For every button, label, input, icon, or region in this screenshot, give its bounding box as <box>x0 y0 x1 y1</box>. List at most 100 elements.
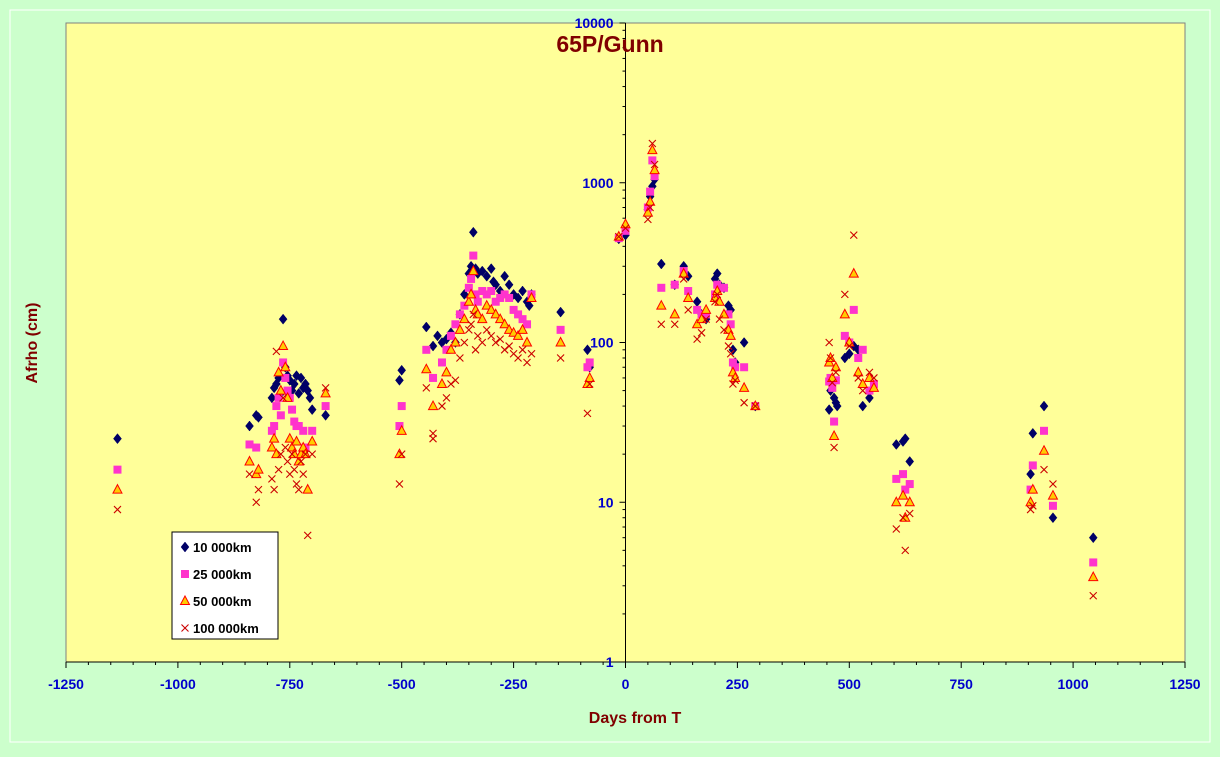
data-point-series-3 <box>494 313 506 324</box>
data-point-series-2 <box>272 402 281 411</box>
data-point-series-4 <box>845 342 854 350</box>
legend-label: 100 000km <box>193 621 259 636</box>
data-point-series-3 <box>490 308 502 319</box>
data-point-series-4 <box>854 374 863 382</box>
data-point-series-1 <box>583 344 592 356</box>
data-point-series-1 <box>832 400 842 412</box>
data-point-series-2 <box>830 417 839 426</box>
data-point-series-4 <box>422 383 431 392</box>
x-tick-label: 500 <box>838 676 862 692</box>
data-point-series-3 <box>420 363 432 374</box>
data-point-series-2 <box>583 363 592 372</box>
data-point-series-2 <box>702 310 711 319</box>
x-marker-stroke <box>621 224 630 233</box>
data-point-series-4 <box>478 338 487 347</box>
data-point-series-4 <box>464 325 473 334</box>
data-point-series-2 <box>113 465 122 474</box>
x-marker-stroke <box>1040 465 1048 474</box>
data-point-series-2 <box>283 386 292 395</box>
data-point-series-1 <box>477 265 487 277</box>
data-point-series-2 <box>892 474 901 483</box>
x-marker-stroke <box>478 338 487 347</box>
x-tick-label: 1250 <box>1169 676 1200 692</box>
legend-label: 50 000km <box>193 594 252 609</box>
data-point-series-4 <box>301 450 310 459</box>
data-point-series-4 <box>740 398 749 407</box>
data-point-series-2 <box>482 290 491 299</box>
x-tick-label: 1000 <box>1058 676 1089 692</box>
data-point-series-4 <box>321 383 330 392</box>
x-marker-stroke <box>840 290 849 299</box>
data-point-series-4 <box>514 354 522 362</box>
data-point-series-3 <box>472 308 484 319</box>
data-point-series-3 <box>904 496 916 507</box>
data-point-series-4 <box>901 546 910 555</box>
data-point-series-4 <box>826 354 835 362</box>
data-point-series-1 <box>294 388 304 399</box>
data-point-series-2 <box>467 274 476 283</box>
data-point-series-2 <box>585 358 594 367</box>
data-point-series-2 <box>471 290 480 299</box>
data-point-series-3 <box>499 318 510 329</box>
data-point-series-3 <box>584 371 596 382</box>
data-point-series-3 <box>517 323 528 334</box>
data-point-series-4 <box>518 345 527 354</box>
data-point-series-2 <box>1040 426 1049 435</box>
x-marker-stroke <box>279 394 287 402</box>
x-marker-stroke <box>303 531 312 540</box>
data-point-series-3 <box>826 371 838 382</box>
data-point-series-2 <box>518 315 527 324</box>
data-point-series-2 <box>523 320 532 329</box>
data-point-series-3 <box>282 391 293 402</box>
data-point-series-3 <box>696 313 707 324</box>
data-point-series-2 <box>464 283 473 292</box>
data-point-series-2 <box>715 283 724 292</box>
x-marker-stroke <box>845 342 854 350</box>
data-point-series-1 <box>824 404 834 416</box>
data-point-series-2 <box>840 331 849 340</box>
data-point-series-1 <box>321 409 330 421</box>
data-point-series-3 <box>273 366 284 377</box>
x-tick-label: 0 <box>622 676 630 692</box>
data-point-series-2 <box>509 305 518 314</box>
x-marker-stroke <box>693 335 702 344</box>
data-point-series-3 <box>1025 496 1036 507</box>
data-point-series-3 <box>253 463 264 474</box>
data-point-series-3 <box>277 339 289 351</box>
data-point-series-3 <box>678 267 690 278</box>
data-point-series-2 <box>487 287 496 296</box>
x-marker-stroke <box>825 338 834 347</box>
data-point-series-4 <box>865 368 874 377</box>
data-point-series-1 <box>858 400 868 412</box>
data-point-series-4 <box>496 335 505 344</box>
data-point-series-3 <box>1027 483 1039 494</box>
data-point-series-4 <box>429 429 437 438</box>
x-marker-stroke <box>395 480 404 488</box>
x-marker-stroke <box>297 457 305 466</box>
data-point-series-4 <box>679 275 688 283</box>
data-point-series-4 <box>643 215 652 224</box>
legend: 10 000km 25 000km 50 000km 100 000km <box>171 531 279 640</box>
data-point-series-1 <box>1088 532 1098 544</box>
x-marker-stroke <box>1049 480 1057 488</box>
x-marker-stroke <box>429 429 437 438</box>
x-marker-stroke <box>254 485 263 494</box>
data-point-series-1 <box>267 392 277 404</box>
y-tick-label: 10000 <box>575 15 614 31</box>
data-point-series-2 <box>693 305 702 314</box>
data-point-series-4 <box>657 320 666 329</box>
data-point-series-1 <box>421 321 431 333</box>
data-point-series-2 <box>724 310 733 319</box>
x-marker-stroke <box>505 342 514 350</box>
data-point-series-1 <box>518 285 527 297</box>
data-point-series-2 <box>500 290 509 299</box>
x-marker-stroke <box>646 203 655 212</box>
x-marker-stroke <box>751 402 760 410</box>
x-marker-stroke <box>720 325 728 334</box>
data-point-series-3 <box>857 377 869 388</box>
data-point-series-3 <box>839 308 851 319</box>
legend-marker-1 <box>180 541 190 553</box>
x-marker-stroke <box>892 525 901 533</box>
data-point-series-2 <box>422 345 431 354</box>
